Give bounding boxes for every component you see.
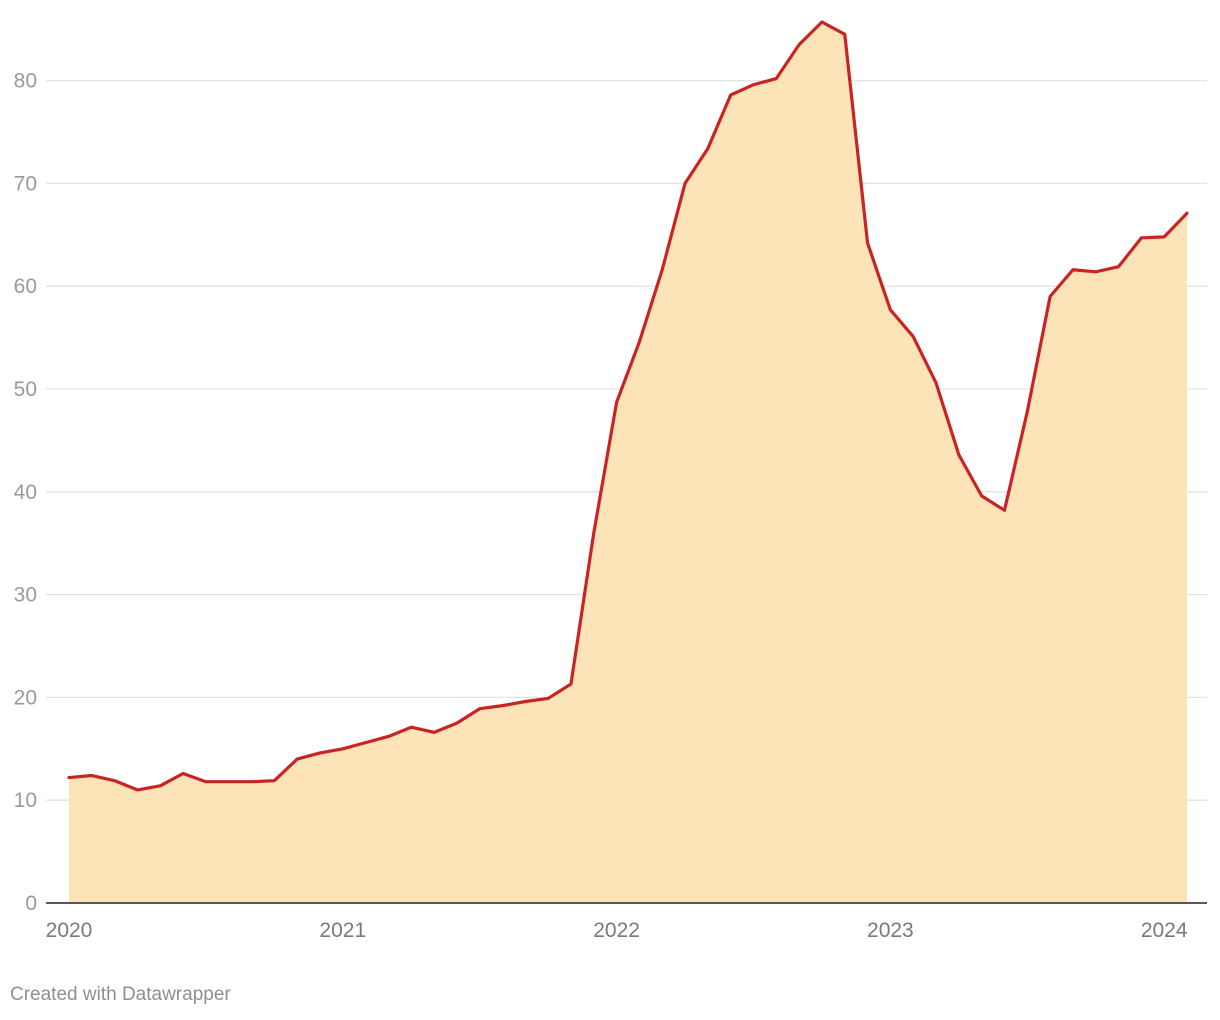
credit-text: Created with Datawrapper bbox=[10, 984, 231, 1005]
x-tick-label: 2020 bbox=[46, 919, 93, 942]
y-tick-label: 80 bbox=[14, 70, 37, 93]
area-chart: 0 10 20 30 40 50 60 70 80 2020 2021 2022 2023 2024 bbox=[14, 20, 1207, 942]
series-line bbox=[67, 20, 1189, 792]
x-tick-label: 2022 bbox=[593, 919, 640, 942]
x-tick-label: 2024 bbox=[1141, 919, 1188, 942]
y-tick-label: 10 bbox=[14, 789, 37, 812]
x-tick-label: 2021 bbox=[319, 919, 366, 942]
area-fill bbox=[69, 22, 1187, 903]
y-tick-label: 20 bbox=[14, 686, 37, 709]
y-tick-label: 50 bbox=[14, 378, 37, 401]
y-tick-label: 70 bbox=[14, 172, 37, 195]
y-tick-label: 0 bbox=[25, 892, 37, 915]
x-tick-label: 2023 bbox=[867, 919, 914, 942]
y-tick-label: 30 bbox=[14, 584, 37, 607]
y-tick-label: 60 bbox=[14, 275, 37, 298]
y-tick-label: 40 bbox=[14, 481, 37, 504]
